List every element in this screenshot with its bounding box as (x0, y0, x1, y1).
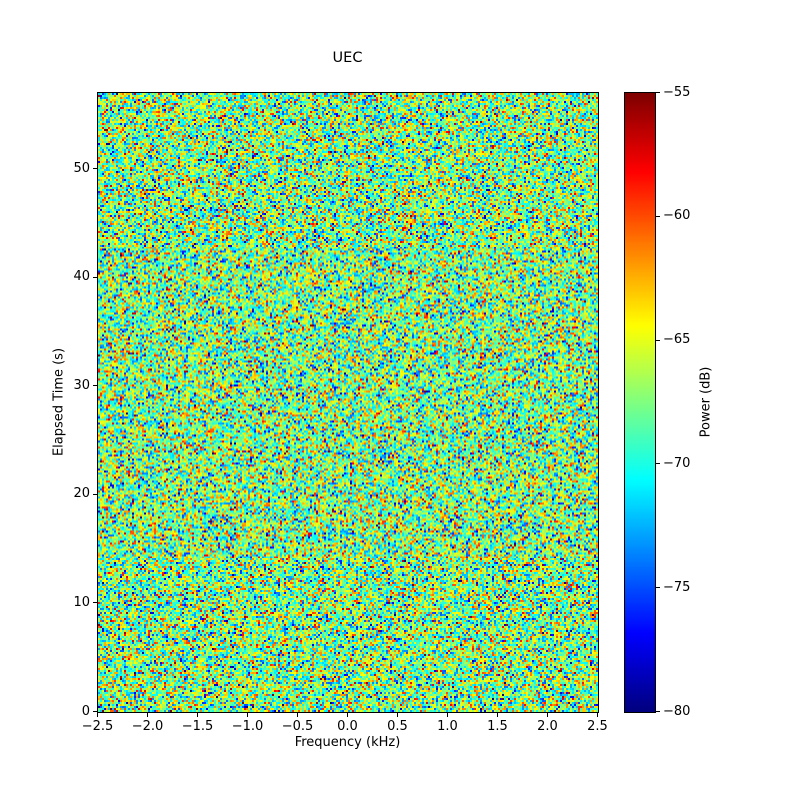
colorbar-tick-label: −70 (663, 455, 691, 471)
colorbar-tick-mark (656, 463, 660, 465)
y-tick-label: 40 (73, 269, 90, 285)
colorbar-tick-mark (656, 215, 660, 217)
y-tick-mark (93, 493, 97, 495)
x-tick-mark (347, 713, 348, 717)
x-tick-mark (197, 713, 198, 717)
x-tick-label: 2.0 (537, 719, 558, 734)
colorbar-tick-label: −75 (663, 579, 691, 595)
colorbar-tick-label: −80 (663, 703, 691, 719)
colorbar (624, 92, 656, 713)
y-tick-label: 50 (73, 160, 90, 176)
x-tick-label: −2.5 (81, 719, 114, 734)
x-tick-mark (497, 713, 498, 717)
colorbar-gradient-canvas (625, 93, 655, 712)
colorbar-tick-mark (656, 711, 660, 712)
y-tick-mark (93, 276, 97, 278)
x-tick-mark (597, 713, 598, 717)
heatmap-plot-area (97, 92, 599, 713)
x-tick-label: 0.0 (337, 719, 358, 734)
x-tick-mark (147, 713, 148, 717)
x-tick-mark (247, 713, 248, 717)
y-tick-label: 20 (73, 486, 90, 502)
x-tick-mark (547, 713, 548, 717)
y-tick-mark (93, 711, 97, 712)
x-tick-label: −0.5 (281, 719, 314, 734)
y-axis-label: Elapsed Time (s) (51, 347, 67, 457)
spectrogram-heatmap-canvas (98, 93, 598, 712)
x-tick-mark (97, 713, 98, 717)
x-axis-label: Frequency (kHz) (294, 735, 401, 750)
y-tick-label: 30 (73, 377, 90, 393)
x-tick-mark (397, 713, 398, 717)
x-tick-label: −2.0 (131, 719, 164, 734)
colorbar-tick-label: −60 (663, 208, 691, 224)
y-tick-mark (93, 385, 97, 387)
chart-title: UEC (332, 50, 363, 66)
x-tick-mark (297, 713, 298, 717)
colorbar-tick-mark (656, 587, 660, 589)
x-tick-label: 0.5 (387, 719, 408, 734)
y-tick-mark (93, 602, 97, 604)
colorbar-tick-label: −55 (663, 84, 691, 100)
x-tick-label: 1.0 (437, 719, 458, 734)
x-tick-label: −1.0 (231, 719, 264, 734)
x-tick-label: −1.5 (181, 719, 214, 734)
y-tick-label: 0 (81, 703, 90, 719)
x-tick-mark (447, 713, 448, 717)
x-tick-label: 2.5 (587, 719, 608, 734)
colorbar-tick-mark (656, 92, 660, 93)
y-tick-label: 10 (73, 594, 90, 610)
colorbar-tick-mark (656, 339, 660, 341)
x-tick-label: 1.5 (487, 719, 508, 734)
y-tick-mark (93, 168, 97, 170)
colorbar-tick-label: −65 (663, 332, 691, 348)
colorbar-label: Power (dB) (698, 366, 714, 438)
